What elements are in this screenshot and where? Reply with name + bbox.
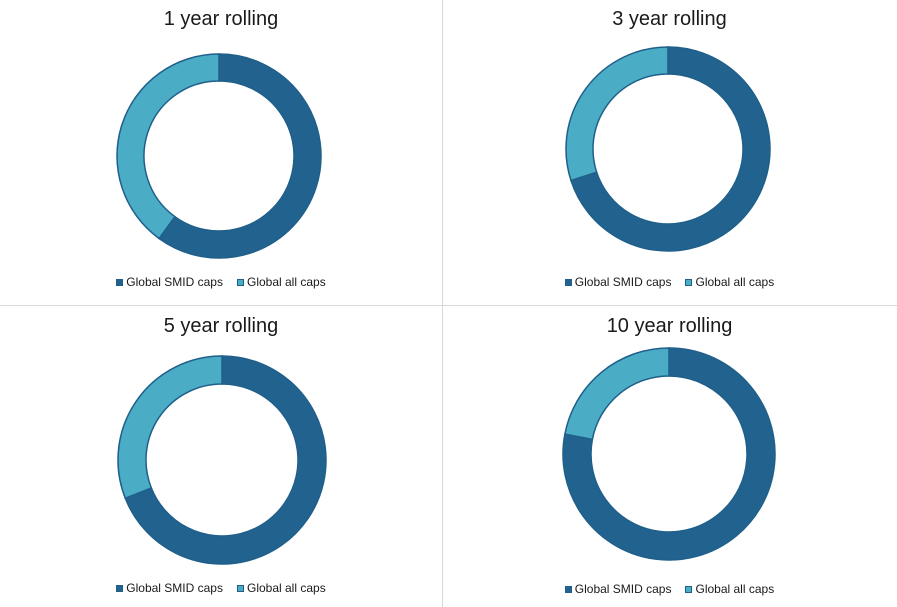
legend-item-smid: Global SMID caps — [564, 275, 672, 289]
slice-global-smid-caps — [570, 46, 771, 252]
chart-legend: Global SMID caps Global all caps — [442, 582, 897, 596]
legend-label: Global SMID caps — [574, 275, 672, 289]
donut-chart — [117, 355, 327, 565]
legend-label: Global all caps — [695, 582, 775, 596]
chart-title: 5 year rolling — [163, 315, 279, 337]
legend-swatch-allcaps — [236, 279, 244, 286]
chart-legend: Global SMID caps Global all caps — [0, 275, 442, 289]
legend-item-allcaps: Global all caps — [236, 275, 326, 289]
legend-swatch-allcaps — [685, 586, 693, 593]
slice-global-all-caps — [117, 355, 223, 500]
legend-label: Global all caps — [246, 581, 326, 595]
legend-swatch-allcaps — [685, 279, 693, 286]
donut-chart — [565, 46, 771, 252]
chart-panel-10y: 10 year rolling Global SMID caps Global a… — [442, 305, 897, 607]
legend-label: Global all caps — [246, 275, 326, 289]
legend-item-allcaps: Global all caps — [685, 275, 774, 289]
chart-title: 10 year rolling — [606, 315, 733, 337]
legend-swatch-allcaps — [236, 585, 244, 592]
divider-vertical — [442, 0, 443, 607]
legend-item-allcaps: Global all caps — [236, 581, 326, 595]
chart-panel-1y: 1 year rolling Global SMID caps Global al… — [0, 0, 442, 305]
chart-panel-5y: 5 year rolling Global SMID caps Global al… — [0, 305, 442, 607]
legend-label: Global SMID caps — [126, 581, 223, 595]
legend-item-smid: Global SMID caps — [564, 582, 672, 596]
legend-swatch-smid — [116, 585, 124, 592]
legend-swatch-smid — [564, 586, 572, 593]
donut-chart — [116, 53, 322, 259]
chart-title: 3 year rolling — [612, 8, 727, 30]
legend-label: Global SMID caps — [126, 275, 223, 289]
donut-chart — [562, 347, 776, 561]
slice-global-all-caps — [564, 347, 670, 441]
chart-title: 1 year rolling — [163, 8, 279, 30]
legend-label: Global SMID caps — [574, 582, 672, 596]
divider-horizontal — [0, 305, 897, 306]
legend-item-smid: Global SMID caps — [116, 275, 223, 289]
slice-global-all-caps — [116, 53, 220, 240]
legend-item-allcaps: Global all caps — [685, 582, 774, 596]
legend-label: Global all caps — [695, 275, 775, 289]
legend-swatch-smid — [564, 279, 572, 286]
slice-global-all-caps — [565, 46, 669, 182]
chart-panel-3y: 3 year rolling Global SMID caps Global al… — [442, 0, 897, 305]
slice-global-smid-caps — [124, 355, 327, 565]
legend-item-smid: Global SMID caps — [116, 581, 223, 595]
legend-swatch-smid — [116, 279, 124, 286]
chart-legend: Global SMID caps Global all caps — [442, 275, 897, 289]
slice-global-smid-caps — [157, 53, 322, 259]
chart-legend: Global SMID caps Global all caps — [0, 581, 442, 595]
slice-global-smid-caps — [562, 347, 776, 561]
